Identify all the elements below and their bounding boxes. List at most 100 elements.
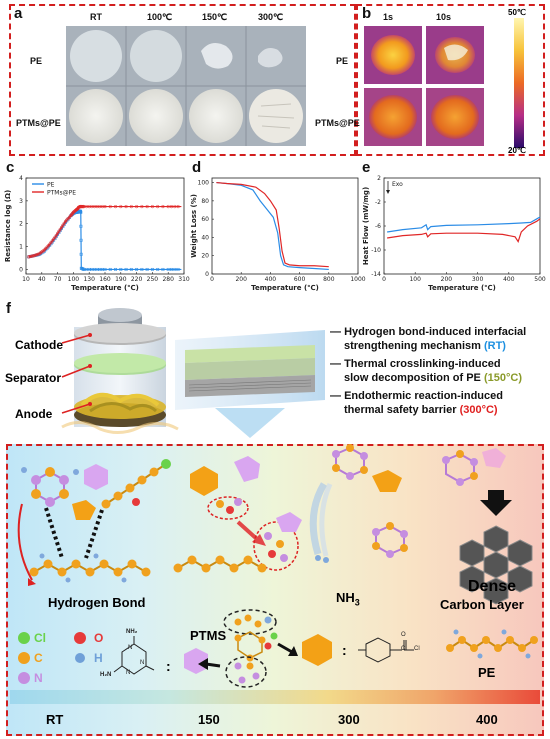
legend-label: PE (47, 182, 55, 189)
y-tick-label: 80 (201, 198, 209, 205)
nh3-sub: 3 (354, 597, 360, 608)
mechanism-1-line2: strengthening mechanism (344, 340, 484, 352)
acyl-cl-label: Cl (414, 646, 420, 652)
series-marker (114, 267, 117, 271)
panel-a-label: a (14, 5, 23, 22)
label-pointers (61, 333, 92, 414)
chart-e-heat-flow: 0 100 200 300 400 500 2 -2 -6 -10 -14 Temperature (… (362, 175, 546, 292)
y-tick-label: 4 (19, 175, 23, 182)
series-marker (119, 267, 123, 271)
series-marker (79, 252, 83, 256)
y-tick-label: 3 (19, 198, 23, 205)
ptms-film-300 (249, 89, 303, 143)
series-line (216, 181, 329, 271)
series-marker (166, 204, 170, 209)
y-tick-label: 1 (19, 244, 23, 251)
series-marker (124, 267, 128, 271)
panel-e-label: e (362, 159, 371, 176)
hydrogen-bond-label: Hydrogen Bond (48, 595, 146, 610)
panel-a-row-pe: PE (30, 56, 43, 66)
ptms-label: PTMS (190, 628, 227, 643)
temp-400-label: 400 (476, 712, 498, 727)
scale-min-label: 20℃ (508, 146, 526, 155)
melamine-nh2-top: NH₂ (126, 629, 138, 635)
panel-c-label: c (6, 159, 15, 176)
mechanism-2-line1: Thermal crosslinking-induced (344, 358, 501, 370)
x-tick-label: 800 (323, 276, 335, 283)
melamine-hexagon-symbol (184, 648, 208, 674)
ptms-film-rt (69, 89, 123, 143)
y-tick-label: 40 (201, 234, 209, 241)
acyl-hexagon-symbol (302, 634, 332, 666)
series-marker (134, 204, 139, 209)
melamine-n-1: N (128, 645, 133, 651)
nh3-main: NH (336, 590, 355, 605)
x-tick-label: 280 (162, 276, 174, 283)
carbon-layer (459, 525, 533, 605)
acyl-chain-rt (101, 459, 171, 509)
legend-label: PTMs@PE (47, 190, 76, 197)
anode-label: Anode (15, 407, 53, 421)
x-tick-label: 0 (210, 276, 214, 283)
series-marker (119, 204, 123, 209)
mechanism-3-line2: thermal safety barrier (344, 404, 460, 416)
carbon-layer-label: Carbon Layer (440, 597, 524, 612)
panel-a-temp-150: 150℃ (202, 12, 228, 22)
panel-b-thermal-images (364, 26, 484, 146)
x-tick-label: 1000 (350, 276, 365, 283)
x-tick-label: 200 (235, 276, 247, 283)
hexagon-purple-rt (84, 464, 108, 490)
acyl-c-label: C (401, 646, 406, 652)
series-line (28, 205, 182, 258)
x-tick-label: 70 (54, 276, 62, 283)
molecules-150 (173, 456, 302, 573)
panel-a-temp-300: 300℃ (258, 12, 284, 22)
series-marker (108, 204, 112, 209)
panel-d-label: d (192, 159, 202, 176)
panel-b-frame (356, 4, 545, 156)
series-line (216, 181, 329, 268)
melamine-h2n: H₂N (100, 672, 112, 678)
mechanism-3-line1: Endothermic reaction-induced (344, 390, 503, 402)
series-marker (81, 267, 85, 271)
series-marker (108, 267, 112, 271)
hydrogen-bond-dashes (44, 507, 104, 559)
ptms-molecule (198, 609, 298, 688)
atom-legend-circles (18, 632, 86, 684)
y-axis-label: Weight Loss (%) (190, 194, 198, 258)
y-tick-label: -2 (375, 199, 381, 206)
plot-frame (383, 177, 541, 275)
molecules-400 (442, 448, 533, 605)
series-marker (173, 204, 177, 209)
series-marker (161, 204, 165, 209)
plot-frame (211, 177, 359, 275)
panel-f-label: f (6, 300, 11, 317)
y-axis-label: Resistance log (Ω) (4, 190, 12, 262)
series-marker (79, 210, 83, 214)
y-tick-label: -6 (375, 223, 381, 230)
series-marker (169, 204, 174, 209)
series-marker (79, 238, 83, 242)
exo-arrowhead (386, 190, 390, 194)
series-marker (140, 267, 144, 271)
temp-300-label: 300 (338, 712, 360, 727)
atom-cl-label: Cl (34, 631, 46, 645)
ptms-film-100 (129, 89, 183, 143)
x-tick-label: 250 (147, 276, 159, 283)
y-tick-label: 0 (19, 266, 23, 273)
panel-a-row-ptms: PTMs@PE (16, 118, 61, 128)
temp-150-label: 150 (198, 712, 220, 727)
atom-n-label: N (34, 671, 43, 685)
atom-h-label: H (94, 651, 103, 665)
temperature-bar (10, 690, 540, 704)
series-marker (103, 267, 107, 271)
series-marker (135, 267, 139, 271)
panel-b-row-ptms: PTMs@PE (315, 118, 360, 128)
x-tick-label: 500 (534, 276, 546, 283)
pe-chain-rt (29, 553, 151, 583)
mechanism-3-tag: (300°C) (459, 404, 498, 416)
y-tick-label: 100 (198, 180, 210, 187)
melamine-n-3: N (126, 670, 131, 676)
x-tick-label: 200 (441, 276, 453, 283)
down-arrow (480, 490, 512, 516)
